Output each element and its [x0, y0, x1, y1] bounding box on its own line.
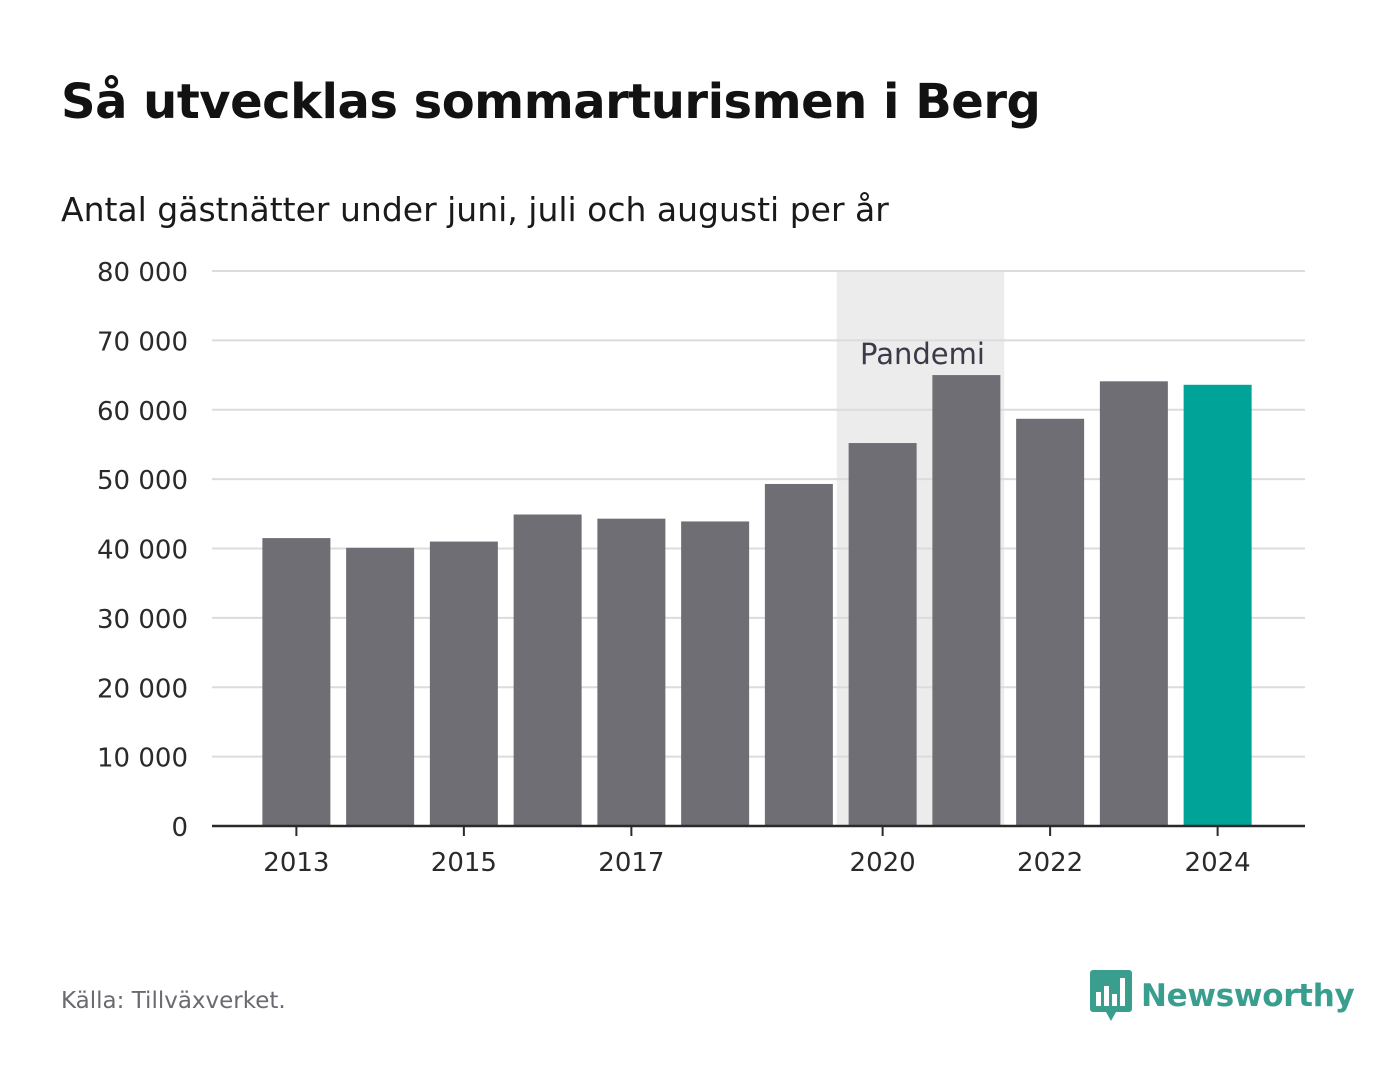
brand-logo: Newsworthy — [1090, 969, 1355, 1023]
x-tick-label: 2015 — [431, 848, 497, 878]
bar-2015 — [429, 541, 498, 826]
y-tick-label: 0 — [171, 813, 188, 843]
bar-2018 — [681, 521, 750, 826]
chart-title: Så utvecklas sommarturismen i Berg — [61, 74, 1041, 130]
newsworthy-logo-icon — [1090, 970, 1132, 1021]
bar-2016 — [513, 514, 582, 826]
bar-2024 — [1183, 384, 1252, 826]
y-tick-label: 20 000 — [97, 674, 188, 704]
x-tick-label: 2024 — [1185, 848, 1251, 878]
y-tick-label: 10 000 — [97, 744, 188, 774]
x-tick-label: 2022 — [1017, 848, 1083, 878]
annotation-label: Pandemi — [860, 337, 985, 371]
x-tick-label: 2017 — [598, 848, 664, 878]
bar-2023 — [1099, 381, 1168, 826]
bar-2020 — [848, 443, 917, 826]
bar-2014 — [346, 547, 415, 826]
source-note: Källa: Tillväxverket. — [61, 988, 286, 1014]
bar-2013 — [262, 538, 331, 826]
bar-2019 — [764, 483, 833, 826]
y-tick-label: 50 000 — [97, 466, 188, 496]
y-tick-label: 30 000 — [97, 605, 188, 635]
brand-name: Newsworthy — [1141, 978, 1355, 1014]
x-tick-label: 2013 — [263, 848, 329, 878]
bar-2021 — [932, 375, 1001, 826]
x-tick-label: 2020 — [850, 848, 916, 878]
bar-2017 — [597, 518, 666, 826]
y-tick-label: 60 000 — [97, 397, 188, 427]
chart-subtitle: Antal gästnätter under juni, juli och au… — [61, 190, 889, 229]
y-tick-label: 40 000 — [97, 536, 188, 566]
y-tick-label: 80 000 — [97, 258, 188, 288]
y-tick-label: 70 000 — [97, 327, 188, 357]
bar-2022 — [1016, 418, 1085, 826]
